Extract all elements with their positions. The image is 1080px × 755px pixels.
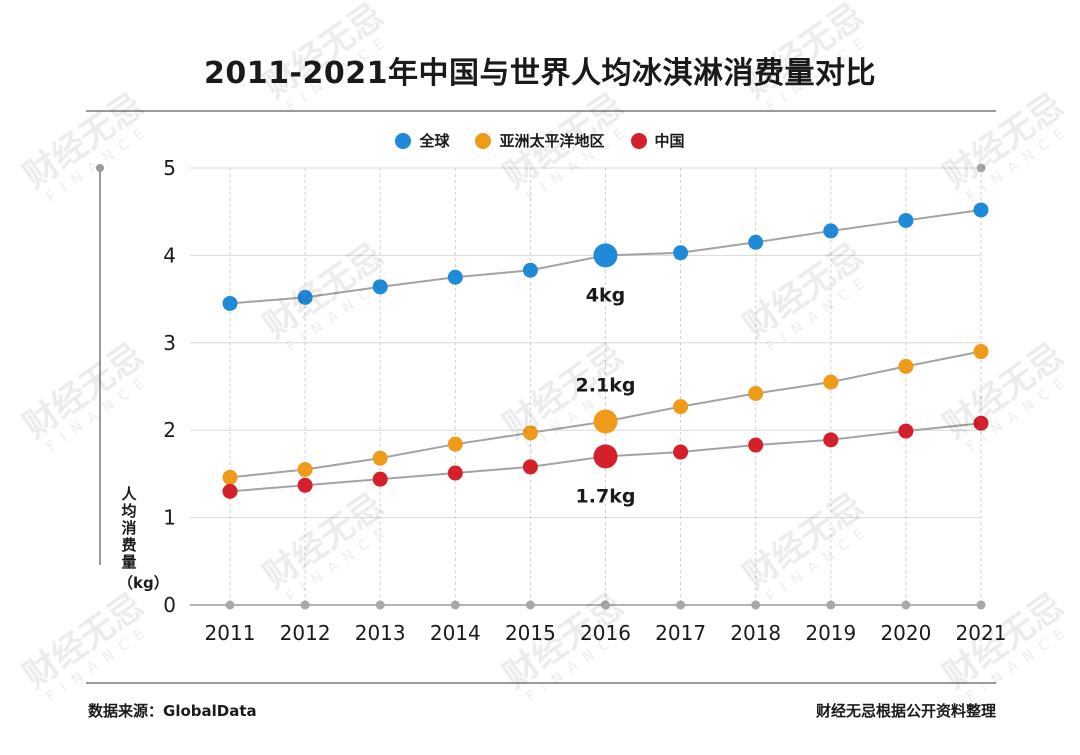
data-point — [447, 269, 463, 285]
y-axis-unit: （kg） — [118, 574, 169, 592]
y-axis-label: 人均消费量 （kg） — [118, 485, 169, 592]
x-axis-dot — [525, 600, 535, 610]
footer-divider — [86, 682, 996, 684]
x-axis-dot — [676, 600, 686, 610]
title-divider — [86, 110, 996, 112]
data-point — [522, 262, 538, 278]
x-axis-dot — [300, 600, 310, 610]
x-tick-label: 2013 — [355, 621, 406, 645]
data-point — [673, 245, 689, 261]
x-tick-label: 2011 — [205, 621, 256, 645]
legend-label-china: 中国 — [654, 132, 685, 150]
data-point — [372, 279, 388, 295]
data-label: 2.1kg — [576, 374, 636, 396]
legend-dot-china — [630, 132, 647, 149]
data-label: 1.7kg — [576, 485, 636, 507]
data-point — [372, 450, 388, 466]
legend: 全球 亚洲太平洋地区 中国 — [0, 130, 1080, 151]
credit-note: 财经无忌根据公开资料整理 — [815, 702, 996, 720]
x-tick-label: 2012 — [280, 621, 331, 645]
data-point — [222, 295, 238, 311]
x-tick-label: 2014 — [430, 621, 481, 645]
y-tick-label: 3 — [163, 331, 176, 355]
data-point — [297, 289, 313, 305]
data-point — [823, 432, 839, 448]
x-tick-label: 2019 — [805, 621, 856, 645]
x-axis-dot — [375, 600, 385, 610]
x-axis-dot — [601, 600, 610, 610]
x-axis-dot — [751, 600, 761, 610]
y-tick-label: 1 — [163, 506, 176, 530]
legend-item-china: 中国 — [630, 130, 685, 151]
data-point — [823, 374, 839, 390]
data-point — [748, 437, 764, 453]
y-tick-label: 4 — [163, 243, 176, 267]
legend-dot-global — [395, 132, 412, 149]
y-axis-label-text: 人均消费量 — [121, 485, 137, 571]
data-point — [447, 436, 463, 452]
data-point — [593, 243, 618, 268]
x-tick-label: 2017 — [655, 621, 706, 645]
x-tick-label: 2016 — [580, 621, 631, 645]
data-point — [898, 212, 914, 228]
data-point — [372, 471, 388, 487]
data-point — [898, 423, 914, 439]
x-axis-dot — [826, 600, 836, 610]
data-point — [823, 223, 839, 239]
grid-top-cap — [976, 163, 986, 173]
legend-label-asia-pacific: 亚洲太平洋地区 — [499, 132, 605, 150]
legend-item-global: 全球 — [395, 130, 449, 151]
x-tick-label: 2021 — [956, 621, 1007, 645]
legend-dot-asia-pacific — [475, 132, 492, 149]
data-point — [748, 385, 764, 401]
y-tick-label: 5 — [163, 156, 176, 180]
legend-label-global: 全球 — [419, 132, 450, 150]
data-point — [447, 465, 463, 481]
data-point — [593, 444, 618, 469]
x-axis-dot — [901, 600, 911, 610]
data-point — [973, 344, 989, 360]
data-point — [297, 477, 313, 493]
data-point — [748, 234, 764, 250]
x-axis-dot — [450, 600, 460, 610]
data-source: 数据来源：GlobalData — [88, 702, 257, 720]
legend-item-asia-pacific: 亚洲太平洋地区 — [475, 130, 605, 151]
data-point — [593, 409, 618, 434]
data-point — [297, 462, 313, 478]
x-tick-label: 2018 — [730, 621, 781, 645]
y-tick-label: 2 — [163, 418, 176, 442]
x-tick-label: 2015 — [505, 621, 556, 645]
data-point — [973, 415, 989, 431]
data-point — [973, 202, 989, 218]
data-point — [673, 399, 689, 415]
data-point — [522, 425, 538, 441]
y-axis-cap — [96, 164, 104, 172]
data-point — [898, 358, 914, 374]
data-point — [222, 483, 238, 499]
chart-title: 2011-2021年中国与世界人均冰淇淋消费量对比 — [204, 56, 876, 91]
x-tick-label: 2020 — [880, 621, 931, 645]
data-label: 4kg — [586, 284, 625, 306]
x-axis-dot — [976, 600, 986, 610]
y-tick-label: 0 — [163, 593, 176, 617]
data-point — [222, 469, 238, 485]
x-axis-dot — [225, 600, 235, 610]
data-point — [522, 459, 538, 475]
data-point — [673, 444, 689, 460]
